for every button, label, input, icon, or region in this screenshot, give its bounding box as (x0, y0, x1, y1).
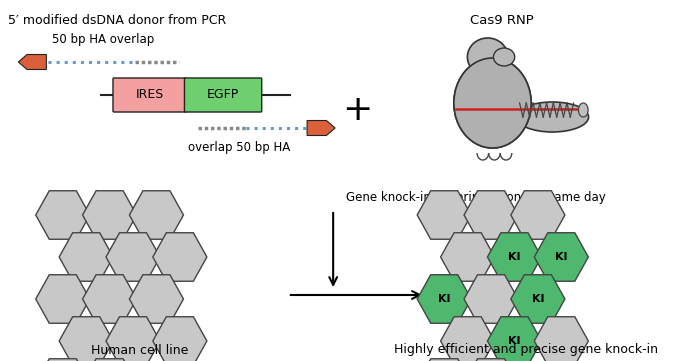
Polygon shape (307, 121, 335, 135)
Polygon shape (18, 55, 47, 70)
Polygon shape (129, 275, 184, 323)
Text: KI: KI (438, 294, 451, 304)
Text: Cas9 RNP: Cas9 RNP (471, 14, 534, 27)
Polygon shape (83, 359, 136, 361)
Polygon shape (464, 275, 518, 323)
Polygon shape (59, 317, 113, 361)
Polygon shape (153, 233, 207, 281)
Text: +: + (342, 93, 373, 127)
FancyBboxPatch shape (184, 78, 262, 112)
Text: 5′ modified dsDNA donor from PCR: 5′ modified dsDNA donor from PCR (8, 14, 226, 27)
Polygon shape (488, 317, 542, 361)
Ellipse shape (454, 58, 531, 148)
Polygon shape (106, 317, 160, 361)
Polygon shape (417, 275, 471, 323)
Text: KI: KI (532, 294, 544, 304)
Text: Highly efficient and precise gene knock-in: Highly efficient and precise gene knock-… (395, 344, 658, 357)
Polygon shape (106, 233, 160, 281)
Polygon shape (440, 317, 495, 361)
Text: IRES: IRES (136, 88, 164, 101)
Text: Human cell line: Human cell line (91, 344, 188, 357)
Polygon shape (464, 359, 518, 361)
Polygon shape (534, 233, 588, 281)
Polygon shape (36, 275, 90, 323)
Polygon shape (488, 233, 542, 281)
Polygon shape (129, 191, 184, 239)
Polygon shape (511, 191, 565, 239)
Text: KI: KI (508, 252, 521, 262)
Text: KI: KI (555, 252, 568, 262)
Ellipse shape (493, 48, 514, 66)
Polygon shape (511, 275, 565, 323)
Polygon shape (417, 359, 471, 361)
Text: 50 bp HA overlap: 50 bp HA overlap (52, 34, 154, 47)
Polygon shape (417, 191, 471, 239)
Text: KI: KI (508, 336, 521, 346)
Polygon shape (83, 191, 136, 239)
Polygon shape (59, 233, 113, 281)
Ellipse shape (467, 38, 508, 76)
Polygon shape (464, 191, 518, 239)
Text: EGFP: EGFP (207, 88, 239, 101)
Polygon shape (83, 275, 136, 323)
Polygon shape (36, 359, 90, 361)
Ellipse shape (454, 58, 531, 148)
Polygon shape (36, 191, 90, 239)
Ellipse shape (578, 103, 588, 117)
FancyBboxPatch shape (113, 78, 186, 112)
Polygon shape (153, 317, 207, 361)
Ellipse shape (516, 102, 588, 132)
Text: overlap 50 bp HA: overlap 50 bp HA (188, 142, 290, 155)
Text: Gene knock-in experiment on the same day: Gene knock-in experiment on the same day (346, 191, 606, 204)
Polygon shape (440, 233, 495, 281)
Polygon shape (534, 317, 588, 361)
